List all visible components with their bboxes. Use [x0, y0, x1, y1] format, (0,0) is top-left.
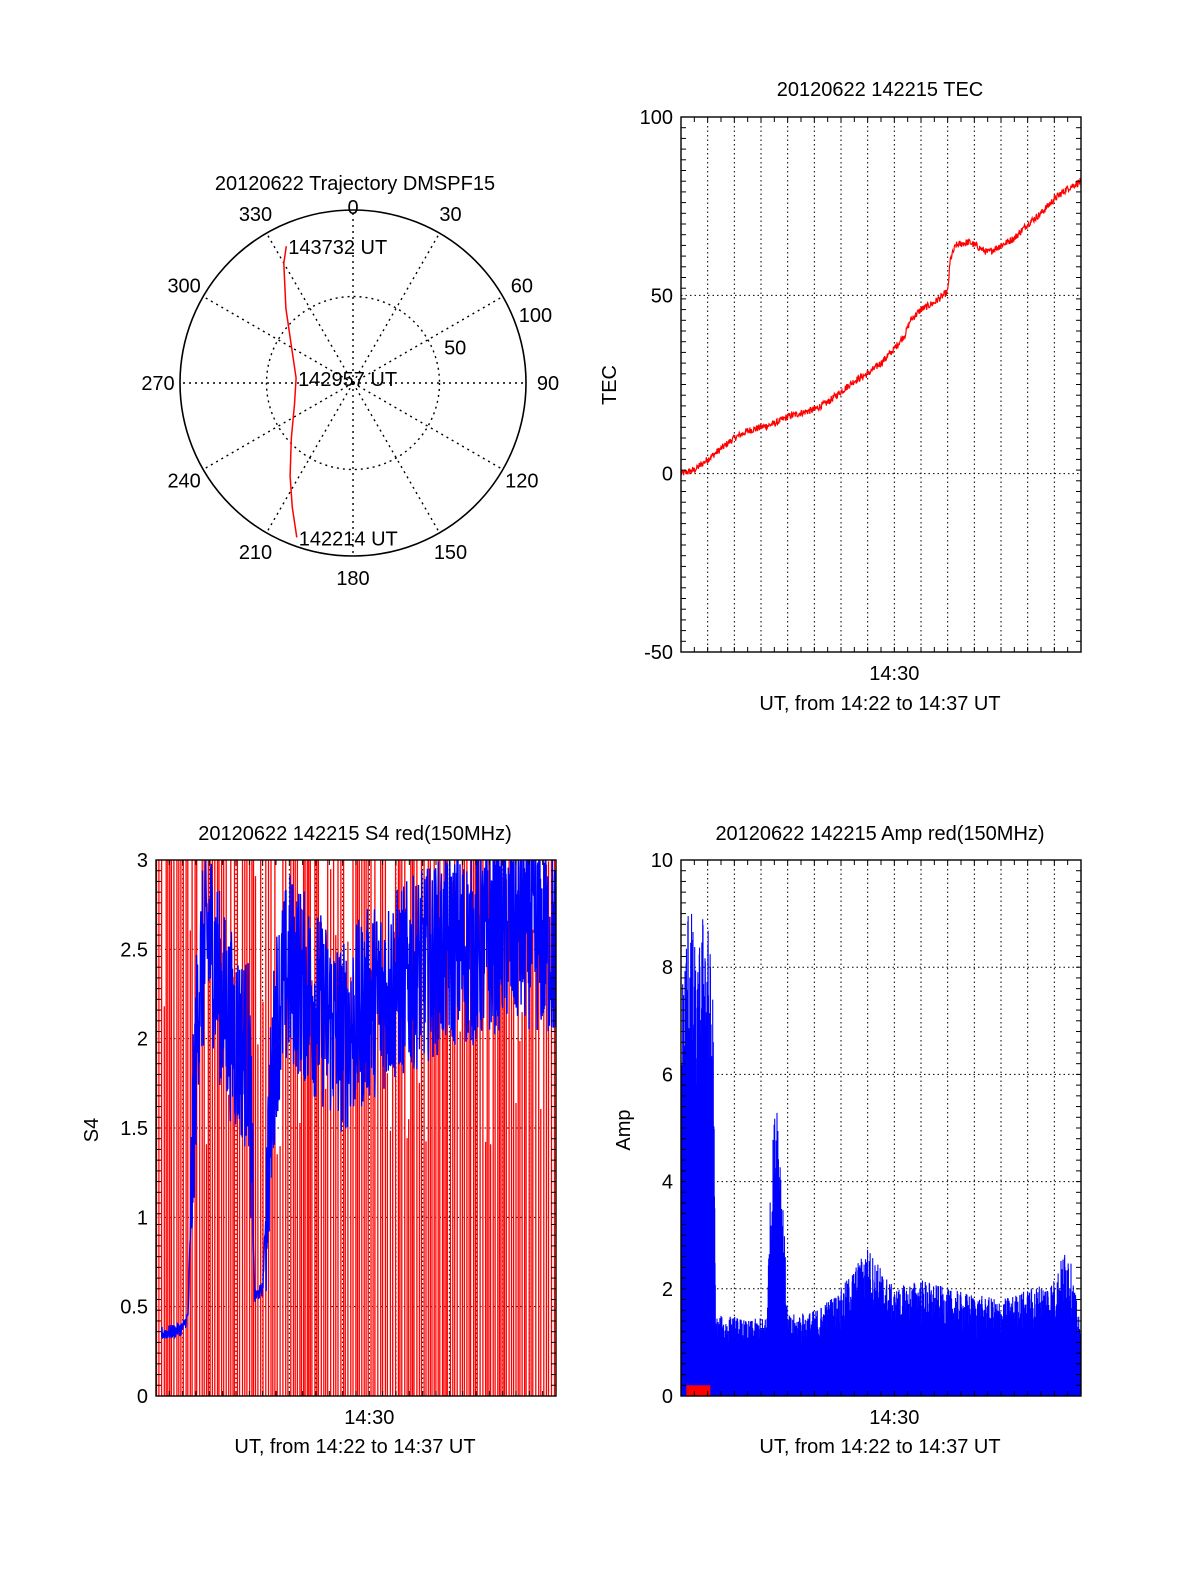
trajectory-title: 20120622 Trajectory DMSPF15 [215, 173, 495, 195]
ytick-label: 100 [640, 107, 673, 129]
xtick-label: 14:30 [344, 1407, 394, 1429]
axis-ticks: 0 0.5 1 1.5 2 2.5 3 14:30 [120, 850, 556, 1429]
s4-title: 20120622 142215 S4 red(150MHz) [198, 823, 512, 845]
ytick-label: 8 [662, 957, 673, 979]
polar-angle-label-180: 180 [336, 568, 369, 590]
polar-spoke [352, 382, 441, 534]
polar-spoke [202, 382, 354, 471]
axis-ticks: -50 0 50 100 14:30 [640, 107, 1081, 685]
polar-angle-label-90: 90 [537, 373, 559, 395]
ytick-label: 0 [662, 464, 673, 486]
s4-xlabel: UT, from 14:22 to 14:37 UT [234, 1436, 475, 1458]
trajectory-annotations: 143732 UT 142957 UT 142214 UT [288, 237, 397, 550]
polar-angle-label-0: 0 [347, 197, 358, 219]
ytick-label: 1.5 [120, 1118, 148, 1140]
ytick-label: 3 [137, 850, 148, 872]
plot-grid [681, 117, 1081, 652]
xtick-label: 14:30 [869, 1407, 919, 1429]
tec-plot: 20120622 142215 TEC TEC UT, from 14:22 t… [599, 79, 1082, 715]
polar-spoke [352, 232, 441, 384]
tec-series-line [681, 177, 1081, 476]
polar-angle-label-30: 30 [439, 204, 461, 226]
ytick-label: 2 [662, 1279, 673, 1301]
polar-spoke [202, 295, 354, 384]
plot-data [156, 860, 556, 1396]
axis-ticks: 0 2 4 6 8 10 14:30 [651, 850, 1081, 1429]
amp-xlabel: UT, from 14:22 to 14:37 UT [759, 1436, 1000, 1458]
polar-outer-circle [179, 209, 527, 557]
plot-data [681, 177, 1081, 476]
plot-frame [680, 116, 1082, 653]
ytick-label: 0.5 [120, 1297, 148, 1319]
polar-angle-labels: 0 30 60 90 120 150 180 210 240 270 300 330 [141, 197, 559, 590]
amp-title: 20120622 142215 Amp red(150MHz) [715, 823, 1044, 845]
ytick-label: 2.5 [120, 939, 148, 961]
amp-blue-series [681, 913, 1081, 1396]
polar-angle-label-150: 150 [434, 542, 467, 564]
trajectory-time-label: 142214 UT [299, 528, 398, 550]
ytick-label: 0 [662, 1386, 673, 1408]
s4-blue-series [160, 860, 556, 1340]
s4-plot: 20120622 142215 S4 red(150MHz) S4 UT, fr… [81, 823, 557, 1458]
tec-ylabel: TEC [599, 365, 621, 405]
polar-grid [179, 209, 527, 557]
polar-radial-labels: 50 100 [444, 305, 552, 359]
polar-angle-label-270: 270 [141, 373, 174, 395]
ytick-label: 0 [137, 1386, 148, 1408]
trajectory-polar-plot: 20120622 Trajectory DMSPF15 0 30 60 90 120 15… [141, 173, 559, 590]
ytick-label: 10 [651, 850, 673, 872]
xtick-label: 14:30 [869, 663, 919, 685]
polar-ring-50 [265, 295, 441, 471]
tec-xlabel: UT, from 14:22 to 14:37 UT [759, 693, 1000, 715]
ytick-label: 50 [651, 285, 673, 307]
ytick-label: 4 [662, 1172, 673, 1194]
tec-title: 20120622 142215 TEC [777, 79, 983, 101]
polar-angle-label-330: 330 [239, 204, 272, 226]
polar-spoke [265, 232, 354, 384]
polar-radial-label-100: 100 [519, 305, 552, 327]
polar-spoke [352, 382, 504, 471]
trajectory-path [283, 246, 298, 538]
polar-angle-label-120: 120 [505, 471, 538, 493]
ytick-label: -50 [644, 642, 673, 664]
ytick-label: 1 [137, 1207, 148, 1229]
amp-red-series [686, 1385, 711, 1396]
polar-angle-label-60: 60 [511, 276, 533, 298]
polar-angle-label-210: 210 [239, 542, 272, 564]
amp-blue-floor [713, 1355, 1081, 1396]
trajectory-time-label: 142957 UT [298, 369, 397, 391]
amp-ylabel: Amp [613, 1109, 635, 1150]
s4-ylabel: S4 [81, 1118, 103, 1142]
plot-data [681, 913, 1081, 1396]
trajectory-path-group [283, 246, 298, 538]
polar-angle-label-300: 300 [167, 276, 200, 298]
ytick-label: 2 [137, 1029, 148, 1051]
trajectory-time-label: 143732 UT [288, 237, 387, 259]
amp-plot: 20120622 142215 Amp red(150MHz) Amp UT, … [613, 823, 1082, 1458]
polar-radial-label-50: 50 [444, 338, 466, 360]
ytick-label: 6 [662, 1064, 673, 1086]
polar-angle-label-240: 240 [167, 471, 200, 493]
polar-spoke [352, 295, 504, 384]
polar-spoke [265, 382, 354, 534]
